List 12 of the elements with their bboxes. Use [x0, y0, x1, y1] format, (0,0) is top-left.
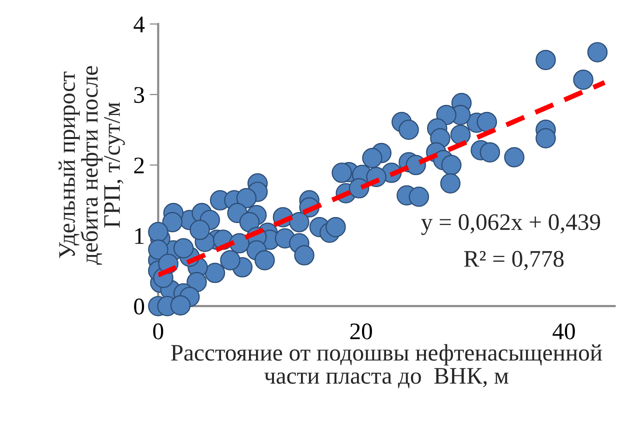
x-tick-label: 0 [153, 323, 164, 340]
y-tick-label: 4 [134, 16, 145, 32]
y-tick-label: 3 [134, 87, 144, 103]
x-tick-label: 20 [350, 323, 372, 340]
y-tick-label: 1 [135, 228, 144, 244]
x-tick-label: 40 [552, 323, 575, 340]
y-axis-title: Удельный прирост дебита нефти после ГРП, т/сут/м [58, 66, 125, 265]
y-tick-label: 0 [134, 298, 144, 314]
annotation: y = 0,062x + 0,439 [421, 214, 600, 235]
y-tick-label: 2 [134, 158, 144, 174]
x-axis-title: Расстояние от подошвы нефтенасыщенной части пласта до ВНК, м [171, 344, 602, 388]
annotation: R² = 0,778 [464, 250, 564, 270]
